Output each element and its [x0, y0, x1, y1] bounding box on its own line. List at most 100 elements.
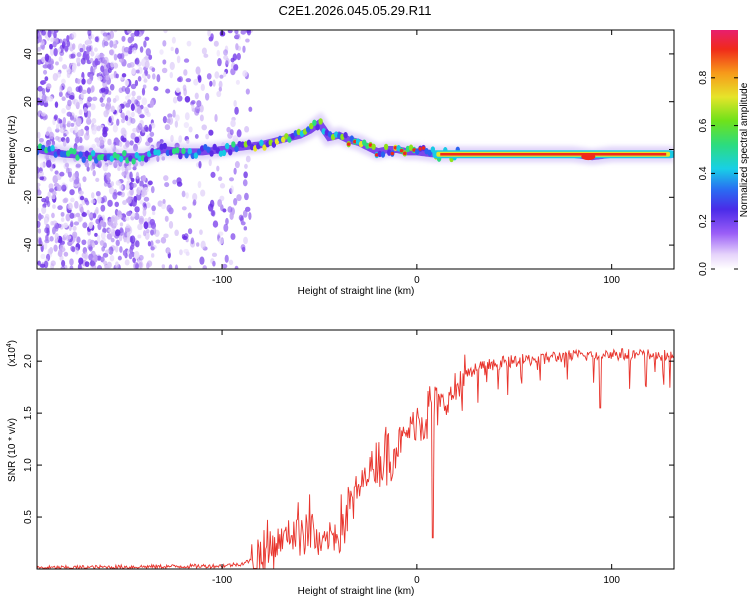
- spectrogram-noise-point: [137, 76, 142, 82]
- spectrogram-noise-point: [131, 47, 137, 54]
- spectrogram-noise-point: [102, 260, 108, 265]
- spectrogram-noise-point: [175, 87, 181, 93]
- spectrogram-noise-point: [202, 265, 207, 269]
- spectrogram-noise-point: [43, 242, 48, 250]
- spectrogram-noise-point: [183, 121, 190, 129]
- spectrogram-noise-point: [172, 109, 176, 118]
- spectrogram-noise-point: [142, 84, 147, 89]
- spectrogram-noise-point: [139, 46, 144, 53]
- spectrogram-noise-point: [222, 263, 228, 269]
- spectrogram-noise-point: [190, 237, 195, 245]
- spectrogram-noise-point: [174, 120, 179, 128]
- spectral-ridge-blob: [59, 150, 65, 158]
- spectrogram-noise-point: [76, 57, 81, 64]
- spectrogram-noise-point: [223, 49, 228, 56]
- spectral-ridge-blob: [181, 147, 186, 155]
- spectrogram-noise-point: [126, 30, 132, 34]
- spectrogram-noise-point: [125, 140, 130, 148]
- spectrogram-noise-point: [39, 162, 45, 169]
- spectrogram-noise-point: [109, 83, 115, 91]
- spectrogram-noise-point: [114, 201, 120, 208]
- spectrogram-noise-point: [172, 96, 178, 104]
- spectrogram-noise-point: [97, 75, 103, 81]
- spectrogram-noise-point: [218, 176, 223, 181]
- spectrogram-noise-point: [48, 183, 54, 190]
- colorbar-gradient: [711, 30, 738, 269]
- spectral-ridge-peak: [368, 143, 373, 147]
- spectrogram-noise-point: [49, 43, 53, 50]
- spectrogram-noise-point: [99, 139, 105, 146]
- spectrogram-noise-point: [57, 205, 63, 211]
- spectrogram-noise-point: [234, 30, 239, 35]
- spectrogram-noise-point: [128, 252, 133, 260]
- spectrogram-noise-point: [121, 45, 126, 54]
- spectrogram-noise-point: [163, 30, 168, 34]
- spectrogram-noise-point: [151, 211, 156, 216]
- spectrogram-noise-point: [177, 77, 182, 82]
- spectrogram-noise-point: [234, 265, 239, 269]
- spectrogram-noise-point: [246, 30, 252, 36]
- spectrogram-noise-point: [130, 132, 136, 140]
- spectrogram-noise-point: [150, 185, 155, 194]
- spectrogram-noise-point: [41, 197, 47, 203]
- spectrogram-noise-point: [38, 137, 44, 143]
- spectrogram-noise-point: [142, 208, 147, 217]
- spectrogram-noise-point: [60, 266, 66, 269]
- spectrogram-noise-point: [236, 129, 242, 138]
- spectrogram-noise-point: [106, 261, 112, 269]
- spectrogram-noise-point: [159, 49, 164, 55]
- spectrogram-noise-point: [182, 84, 187, 91]
- spectral-ridge-blob: [305, 126, 311, 133]
- spectrogram-noise-point: [42, 64, 49, 69]
- spectrogram-noise-point: [37, 228, 42, 234]
- spectrogram-noise-point: [196, 242, 200, 247]
- spectrogram-noise-point: [41, 93, 47, 102]
- spectrogram-noise-point: [90, 192, 95, 199]
- spectrogram-noise-point: [115, 239, 120, 247]
- spectrogram-noise-point: [174, 47, 179, 55]
- spectrogram-noise-point: [91, 96, 98, 102]
- spectrogram-noise-point: [73, 179, 80, 185]
- spectrogram-noise-point: [54, 101, 59, 108]
- spectrogram-noise-point: [49, 131, 54, 140]
- spectrogram-noise-point: [91, 85, 95, 93]
- spectrogram-noise-point: [86, 78, 92, 85]
- colorbar-label: Normalized spectral amplitude: [739, 82, 750, 217]
- spectrogram-noise-point: [55, 123, 60, 131]
- spectrogram-noise-point: [88, 222, 93, 229]
- spectrogram-noise-point: [160, 236, 167, 244]
- spectrogram-noise-point: [62, 38, 68, 46]
- spectrogram-noise-point: [121, 35, 126, 42]
- spectrogram-noise-point: [139, 200, 144, 205]
- spectrogram-noise-point: [84, 251, 89, 260]
- spectrogram-noise-point: [52, 72, 58, 82]
- colorbar-tick-label: 0.2: [698, 214, 709, 228]
- spectrogram-noise-point: [126, 211, 132, 217]
- spectrogram-noise-point: [240, 30, 247, 35]
- spectrogram-noise-point: [93, 47, 98, 52]
- spectrogram-noise-point: [95, 177, 100, 182]
- spectrogram-noise-point: [55, 135, 60, 141]
- spectral-ridge-blob: [383, 143, 389, 151]
- spectral-ridge-blob: [72, 148, 77, 155]
- spectral-ridge-blob: [84, 150, 90, 157]
- snr-scale-exponent: 4: [6, 343, 13, 347]
- spectral-ridge-blob: [315, 124, 320, 131]
- spectrogram-noise-point: [135, 100, 140, 107]
- spectrogram-noise-point: [100, 87, 106, 93]
- spectrogram-noise-point: [65, 213, 71, 222]
- spectrogram-noise-point: [102, 195, 108, 203]
- spectrogram-noise-point: [160, 201, 167, 210]
- spectrogram-noise-point: [244, 163, 248, 169]
- spectrogram-noise-point: [72, 225, 77, 231]
- spectrogram-noise-point: [61, 78, 66, 85]
- spectrogram-noise-point: [148, 124, 152, 133]
- spectral-ridge-blob: [287, 136, 292, 143]
- spectrogram-noise-point: [107, 199, 113, 207]
- spectrogram-noise-point: [204, 92, 210, 101]
- spectrogram-noise-point: [75, 163, 81, 168]
- spectrogram-noise-point: [131, 212, 136, 218]
- spectrogram-noise-point: [69, 265, 74, 269]
- spectrogram-noise-point: [70, 245, 75, 252]
- spectrogram-noise-point: [200, 189, 206, 197]
